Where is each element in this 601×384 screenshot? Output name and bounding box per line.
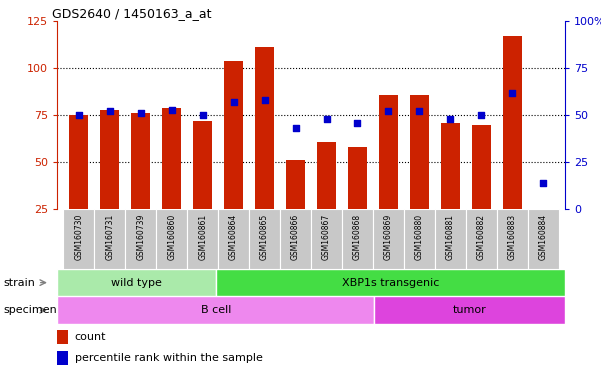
Bar (156, 209, 187, 269)
Bar (348, 147, 367, 209)
Text: GSM160884: GSM160884 (538, 214, 548, 260)
Bar (317, 142, 336, 209)
Bar (410, 94, 429, 209)
Text: strain: strain (3, 278, 35, 288)
Text: GSM160869: GSM160869 (384, 214, 393, 260)
Text: GSM160860: GSM160860 (167, 214, 176, 260)
Text: GSM160880: GSM160880 (415, 214, 424, 260)
Bar (503, 36, 522, 209)
Point (105, 108, 115, 114)
Bar (435, 209, 466, 269)
Bar (100, 109, 119, 209)
Point (538, 180, 548, 186)
Bar (57, 296, 374, 324)
Point (353, 120, 362, 126)
Text: GSM160868: GSM160868 (353, 214, 362, 260)
Bar (249, 209, 280, 269)
Point (445, 116, 455, 122)
Text: GSM160731: GSM160731 (105, 214, 114, 260)
Point (260, 97, 269, 103)
Bar (70, 115, 88, 209)
Point (74, 112, 84, 118)
Text: tumor: tumor (453, 305, 487, 315)
Point (507, 89, 517, 96)
Text: GSM160865: GSM160865 (260, 214, 269, 260)
Bar (187, 209, 218, 269)
Text: GSM160861: GSM160861 (198, 214, 207, 260)
Point (136, 110, 145, 116)
Bar (218, 209, 249, 269)
Text: GSM160739: GSM160739 (136, 214, 145, 260)
Bar (286, 161, 305, 209)
Bar (466, 209, 497, 269)
Point (229, 99, 239, 105)
Bar (216, 269, 565, 296)
Bar (255, 48, 274, 209)
Bar (342, 209, 373, 269)
Text: GSM160864: GSM160864 (229, 214, 238, 260)
Text: percentile rank within the sample: percentile rank within the sample (75, 353, 263, 363)
Bar (224, 61, 243, 209)
Bar (379, 94, 398, 209)
Bar (497, 209, 528, 269)
Text: specimen: specimen (3, 305, 56, 315)
Bar (63, 209, 94, 269)
Bar (162, 108, 181, 209)
Point (198, 112, 207, 118)
Text: GSM160867: GSM160867 (322, 214, 331, 260)
Point (167, 106, 177, 113)
Bar (404, 209, 435, 269)
Bar (194, 121, 212, 209)
Text: GSM160883: GSM160883 (508, 214, 517, 260)
Bar (311, 209, 342, 269)
Bar (373, 209, 404, 269)
Bar (57, 351, 69, 365)
Point (291, 125, 300, 131)
Bar (57, 269, 216, 296)
Bar (374, 296, 565, 324)
Text: B cell: B cell (201, 305, 231, 315)
Bar (132, 113, 150, 209)
Text: GDS2640 / 1450163_a_at: GDS2640 / 1450163_a_at (52, 7, 212, 20)
Text: XBP1s transgenic: XBP1s transgenic (342, 278, 439, 288)
Bar (125, 209, 156, 269)
Point (477, 112, 486, 118)
Bar (528, 209, 559, 269)
Text: GSM160881: GSM160881 (446, 214, 455, 260)
Point (415, 108, 424, 114)
Text: GSM160882: GSM160882 (477, 214, 486, 260)
Bar (57, 330, 69, 344)
Text: wild type: wild type (111, 278, 162, 288)
Text: GSM160730: GSM160730 (75, 214, 84, 260)
Point (322, 116, 331, 122)
Bar (441, 123, 460, 209)
Text: count: count (75, 332, 106, 342)
Text: GSM160866: GSM160866 (291, 214, 300, 260)
Bar (472, 124, 490, 209)
Bar (280, 209, 311, 269)
Point (383, 108, 393, 114)
Bar (94, 209, 125, 269)
